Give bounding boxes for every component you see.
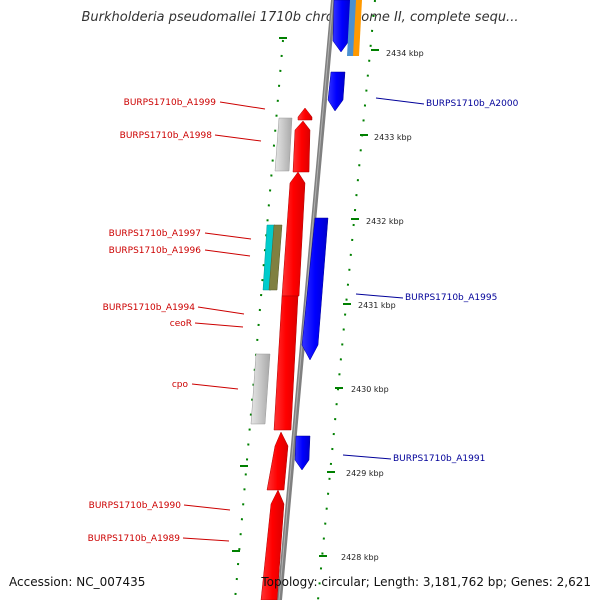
gene-label-A1989[interactable]: BURPS1710b_A1989 (88, 534, 181, 544)
gene-label-A1991[interactable]: BURPS1710b_A1991 (393, 454, 485, 464)
forward-gene-A1999[interactable] (297, 107, 313, 121)
left-gene-labels: BURPS1710b_A1999 BURPS1710b_A1998 BURPS1… (88, 98, 217, 544)
reverse-gene-A1991[interactable] (294, 435, 311, 471)
kbp-label-2429: 2429 kbp (346, 469, 384, 478)
gene-label-A2000[interactable]: BURPS1710b_A2000 (426, 99, 519, 109)
forward-gene-A1998[interactable] (292, 120, 311, 173)
kbp-label-2434: 2434 kbp (386, 49, 424, 58)
steelblue-feature[interactable] (347, 0, 356, 56)
tick-marks (232, 37, 379, 557)
grey-feature-A1998[interactable] (274, 117, 293, 172)
forward-strand-genes (260, 107, 313, 600)
gene-label-ceoR[interactable]: ceoR (170, 319, 192, 329)
reverse-gene-top[interactable] (332, 0, 352, 53)
forward-gene-A1997[interactable] (281, 171, 306, 297)
reverse-gene-A1995[interactable] (301, 217, 329, 361)
gene-label-A1998[interactable]: BURPS1710b_A1998 (120, 131, 213, 141)
reverse-strand-genes (294, 0, 352, 471)
gene-label-cpo[interactable]: cpo (172, 380, 189, 390)
gene-label-A1999[interactable]: BURPS1710b_A1999 (124, 98, 217, 108)
forward-gene-A1990[interactable] (266, 431, 289, 491)
kbp-label-2433: 2433 kbp (374, 133, 412, 142)
gene-label-A1995[interactable]: BURPS1710b_A1995 (405, 293, 497, 303)
kbp-label-2431: 2431 kbp (358, 301, 396, 310)
olive-feature-A1996[interactable] (268, 224, 283, 291)
left-leader-lines (182, 101, 266, 542)
forward-gene-A1994[interactable] (273, 295, 299, 431)
gene-label-A1994[interactable]: BURPS1710b_A1994 (103, 303, 196, 313)
forward-gene-A1989[interactable] (260, 489, 285, 600)
right-gene-labels: BURPS1710b_A2000 BURPS1710b_A1995 BURPS1… (393, 99, 519, 464)
gene-label-A1997[interactable]: BURPS1710b_A1997 (109, 229, 201, 239)
genome-summary-text: Topology: circular; Length: 3,181,762 bp… (261, 575, 591, 589)
misc-features (250, 0, 362, 425)
reverse-gene-A2000[interactable] (327, 71, 346, 112)
grey-feature-cpo[interactable] (250, 353, 271, 425)
outer-dotted-arc (317, 0, 376, 600)
gene-label-A1990[interactable]: BURPS1710b_A1990 (89, 501, 182, 511)
kbp-label-2428: 2428 kbp (341, 553, 379, 562)
kbp-labels: 2434 kbp 2433 kbp 2432 kbp 2431 kbp 2430… (341, 49, 424, 562)
gene-label-A1996[interactable]: BURPS1710b_A1996 (109, 246, 202, 256)
kbp-label-2432: 2432 kbp (366, 217, 404, 226)
kbp-label-2430: 2430 kbp (351, 385, 389, 394)
right-leader-lines (342, 97, 425, 460)
genome-title: Burkholderia pseudomallei 1710b chromoso… (81, 10, 519, 25)
accession-text: Accession: NC_007435 (9, 575, 146, 589)
